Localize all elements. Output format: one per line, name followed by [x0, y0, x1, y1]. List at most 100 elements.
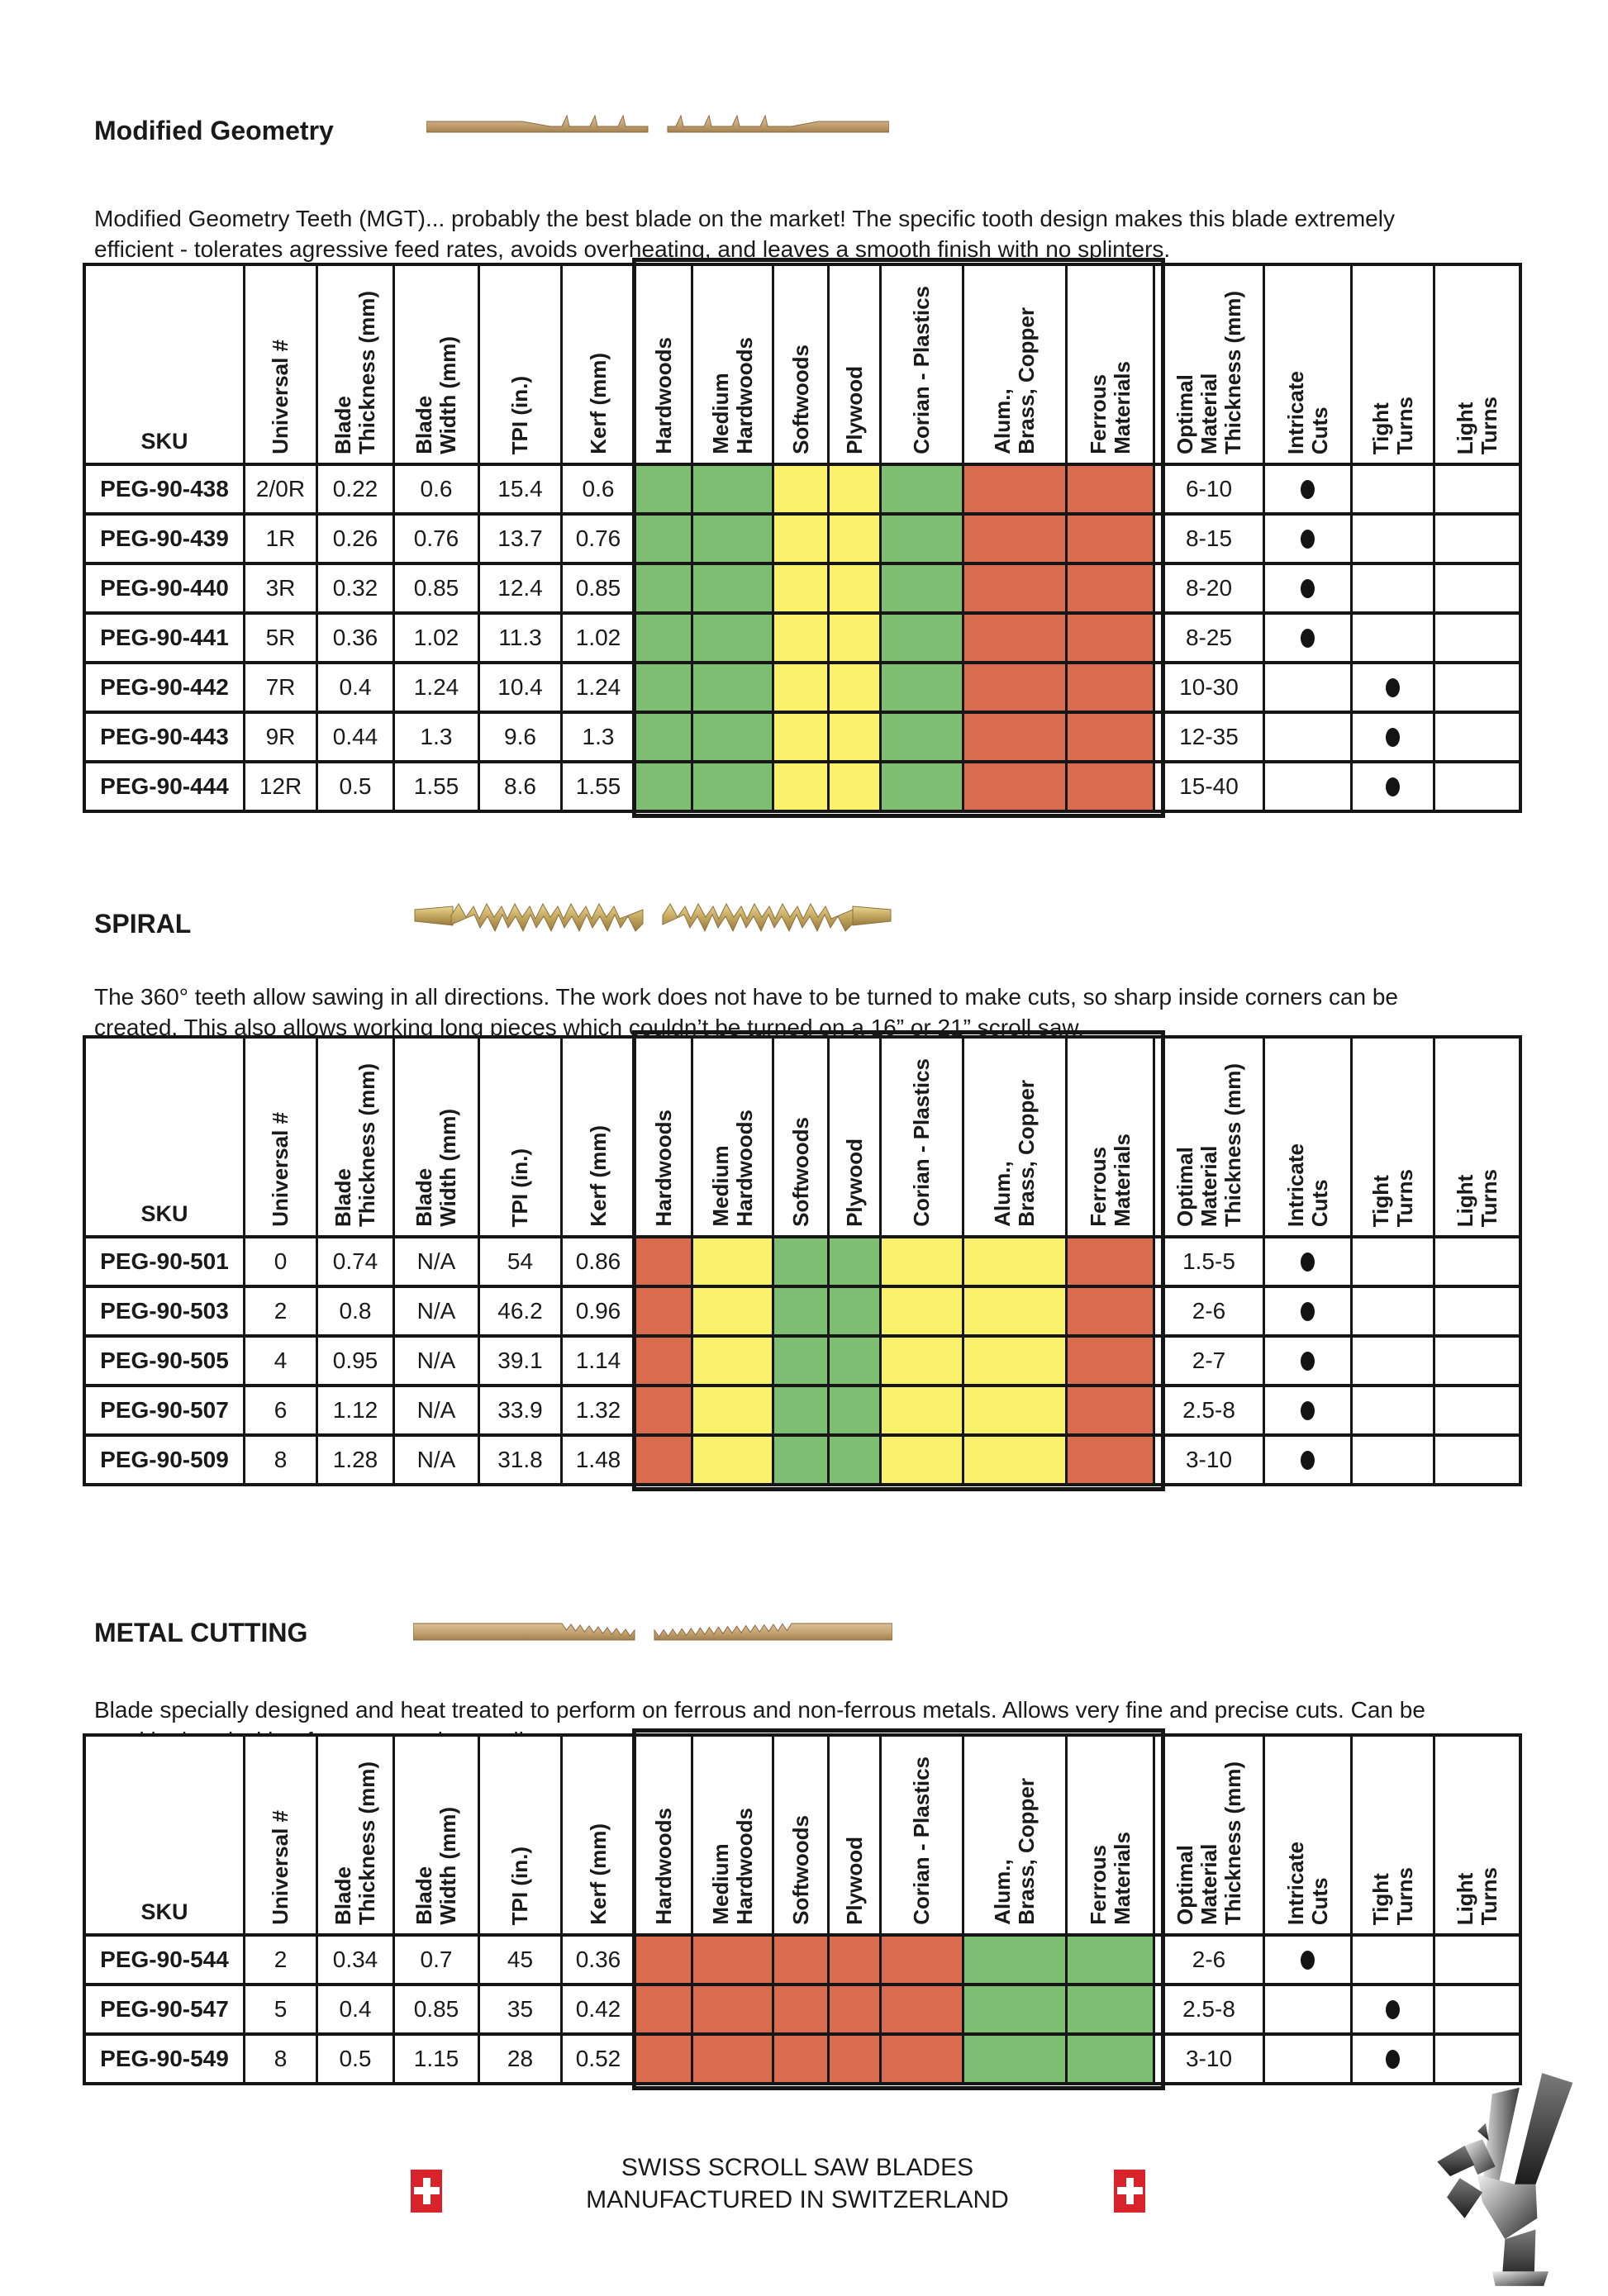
suitability-alum_brass_copper: [964, 714, 1065, 760]
column-header-light: Light Turns: [1435, 266, 1519, 463]
tight-cell: [1353, 1986, 1433, 2032]
tpi-cell: 8.6: [480, 763, 560, 810]
suitability-plywood: [830, 714, 879, 760]
suitability-alum_brass_copper: [964, 516, 1065, 562]
column-header-plywood: Plywood: [830, 1737, 879, 1933]
intricate-cell: [1265, 565, 1350, 611]
suitability-ferrous: [1068, 615, 1153, 661]
universal-cell: 3R: [245, 565, 316, 611]
sku-cell: PEG-90-547: [86, 1986, 243, 2032]
suitability-ferrous: [1068, 1437, 1153, 1483]
thickness-cell: 0.22: [318, 466, 392, 512]
optimal-cell: 2-6: [1155, 1288, 1263, 1334]
width-cell: N/A: [395, 1387, 478, 1433]
column-header-label: Kerf (mm): [585, 1823, 611, 1925]
tpi-cell: 46.2: [480, 1288, 560, 1334]
dot-marker: [1386, 2049, 1400, 2069]
optimal-cell: 2-6: [1155, 1937, 1263, 1983]
sku-cell: PEG-90-440: [86, 565, 243, 611]
universal-cell: 5: [245, 1986, 316, 2032]
column-header-label: Medium Hardwoods: [707, 337, 757, 454]
suitability-medium_hardwoods: [693, 1437, 772, 1483]
column-header-label: SKU: [140, 429, 188, 454]
swiss-flag-icon: [1114, 2170, 1145, 2213]
suitability-corian_plastics: [882, 1437, 962, 1483]
optimal-cell: 8-15: [1155, 516, 1263, 562]
intricate-cell: [1265, 1238, 1350, 1285]
blade-spec-table: SKU Universal # Blade Thickness (mm) Blade …: [83, 1728, 1522, 2090]
intricate-cell: [1265, 714, 1350, 760]
suitability-alum_brass_copper: [964, 1937, 1065, 1983]
column-header-hardwoods: Hardwoods: [636, 1737, 691, 1933]
light-cell: [1435, 763, 1519, 810]
intricate-cell: [1265, 1387, 1350, 1433]
suitability-corian_plastics: [882, 1238, 962, 1285]
suitability-softwoods: [774, 664, 827, 711]
suitability-hardwoods: [636, 1338, 691, 1384]
tight-cell: [1353, 1288, 1433, 1334]
column-header-label: Corian - Plastics: [909, 286, 934, 454]
column-header-label: SKU: [140, 1201, 188, 1226]
column-header-label: TPI (in.): [507, 1846, 532, 1925]
suitability-softwoods: [774, 1387, 827, 1433]
tpi-cell: 15.4: [480, 466, 560, 512]
suitability-alum_brass_copper: [964, 1288, 1065, 1334]
sku-cell: PEG-90-439: [86, 516, 243, 562]
kerf-cell: 1.02: [563, 615, 634, 661]
column-header-label: Medium Hardwoods: [707, 1808, 757, 1925]
kerf-cell: 1.32: [563, 1387, 634, 1433]
column-header-hardwoods: Hardwoods: [636, 1039, 691, 1235]
suitability-hardwoods: [636, 516, 691, 562]
suitability-alum_brass_copper: [964, 1986, 1065, 2032]
suitability-medium_hardwoods: [693, 664, 772, 711]
light-cell: [1435, 1937, 1519, 1983]
thickness-cell: 0.4: [318, 1986, 392, 2032]
column-header-kerf: Kerf (mm): [563, 1737, 634, 1933]
column-header-optimal: Optimal Material Thickness (mm): [1155, 1039, 1263, 1235]
sku-cell: PEG-90-549: [86, 2036, 243, 2082]
suitability-corian_plastics: [882, 1937, 962, 1983]
description-line: Modified Geometry Teeth (MGT)... probabl…: [94, 206, 1395, 231]
universal-cell: 4: [245, 1338, 316, 1384]
optimal-cell: 2-7: [1155, 1338, 1263, 1384]
suitability-softwoods: [774, 516, 827, 562]
universal-cell: 6: [245, 1387, 316, 1433]
suitability-softwoods: [774, 1338, 827, 1384]
sku-cell: PEG-90-444: [86, 763, 243, 810]
tight-cell: [1353, 714, 1433, 760]
column-header-label: Softwoods: [787, 1117, 813, 1227]
column-header-alum_brass_copper: Alum., Brass, Copper: [964, 1737, 1065, 1933]
section-description: The 360° teeth allow sawing in all direc…: [94, 982, 1524, 1043]
column-header-label: Plywood: [841, 366, 867, 454]
spiral-end-cap: [414, 906, 454, 926]
column-header-label: Optimal Material Thickness (mm): [1172, 291, 1245, 454]
sku-cell: PEG-90-442: [86, 664, 243, 711]
tpi-cell: 45: [480, 1937, 560, 1983]
suitability-medium_hardwoods: [693, 516, 772, 562]
suitability-corian_plastics: [882, 2036, 962, 2082]
column-header-medium_hardwoods: Medium Hardwoods: [693, 1737, 772, 1933]
pegasus-logo-icon: [1437, 2073, 1573, 2286]
suitability-hardwoods: [636, 1238, 691, 1285]
dot-marker: [1301, 1450, 1315, 1470]
optimal-cell: 8-25: [1155, 615, 1263, 661]
suitability-ferrous: [1068, 1288, 1153, 1334]
column-header-label: TPI (in.): [507, 375, 532, 454]
suitability-softwoods: [774, 466, 827, 512]
column-header-label: Blade Thickness (mm): [331, 1761, 379, 1925]
width-cell: N/A: [395, 1288, 478, 1334]
column-header-plywood: Plywood: [830, 1039, 879, 1235]
suitability-plywood: [830, 1437, 879, 1483]
suitability-corian_plastics: [882, 714, 962, 760]
tpi-cell: 12.4: [480, 565, 560, 611]
suitability-alum_brass_copper: [964, 565, 1065, 611]
intricate-cell: [1265, 2036, 1350, 2082]
thickness-cell: 0.32: [318, 565, 392, 611]
universal-cell: 5R: [245, 615, 316, 661]
column-header-label: Blade Width (mm): [412, 1109, 460, 1227]
optimal-cell: 8-20: [1155, 565, 1263, 611]
column-header-universal: Universal #: [245, 1737, 316, 1933]
kerf-cell: 0.96: [563, 1288, 634, 1334]
tight-cell: [1353, 466, 1433, 512]
kerf-cell: 1.3: [563, 714, 634, 760]
